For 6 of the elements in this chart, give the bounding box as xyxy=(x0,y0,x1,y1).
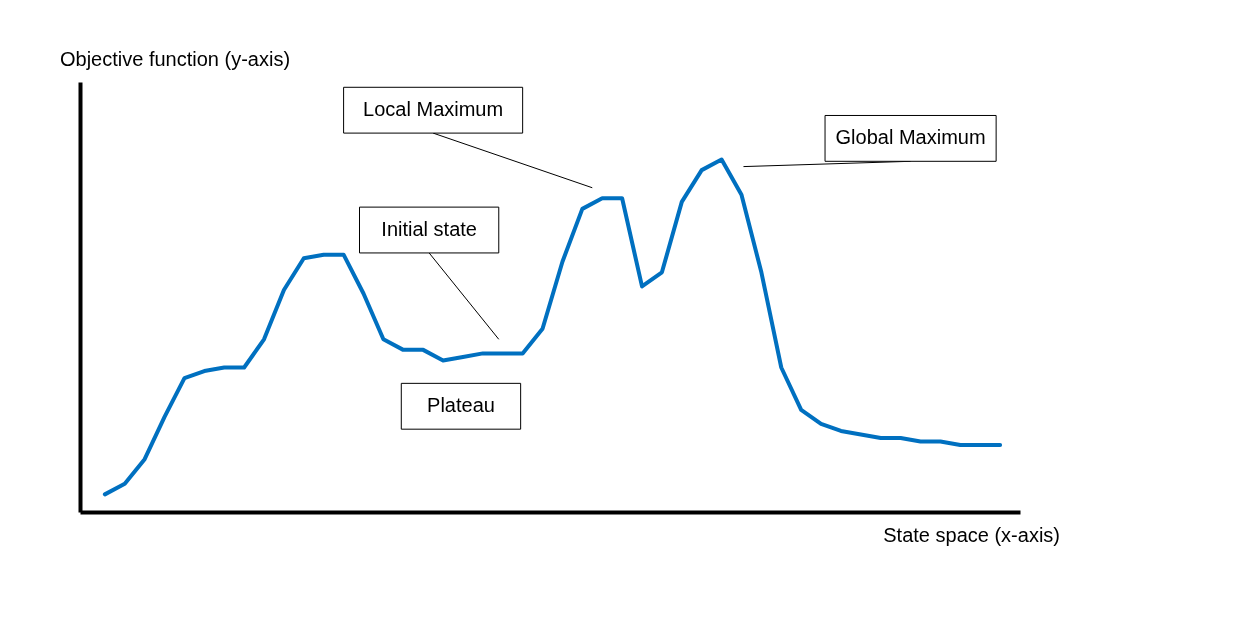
annotation: Initial state xyxy=(381,218,477,241)
text: Local Maximum xyxy=(363,98,504,121)
y-axis-title: Objective function (y-axis) xyxy=(60,48,291,70)
text: Global Maximum xyxy=(835,126,986,149)
annotation: Plateau xyxy=(427,394,495,417)
x-axis-title: State space (x-axis) xyxy=(883,524,1060,546)
